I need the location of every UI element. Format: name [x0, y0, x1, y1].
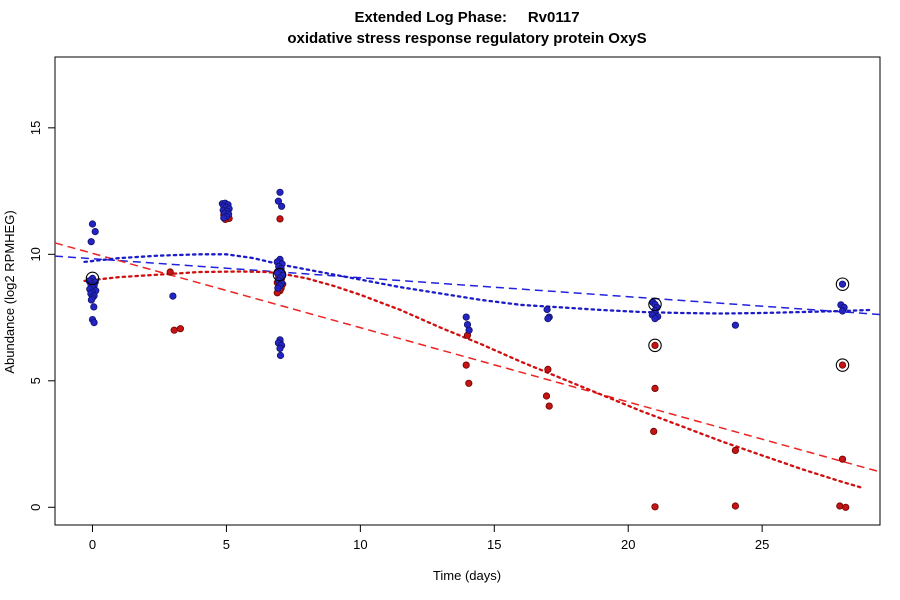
blue-data-point	[169, 292, 177, 300]
smooth-fit-curves	[83, 253, 871, 490]
blue-data-point	[88, 220, 97, 228]
red-data-point	[542, 392, 551, 400]
blue-data-point	[465, 326, 473, 334]
red-data-point	[462, 361, 470, 369]
y-axis-label: Abundance (log2 RPMHEG)	[2, 210, 17, 373]
highlight-circle	[648, 338, 662, 353]
blue-data-point	[87, 238, 95, 246]
red-data-point	[651, 384, 659, 392]
y-tick-label: 15	[28, 121, 43, 135]
highlight-circle	[835, 358, 850, 372]
red-data-point	[836, 502, 844, 510]
red-data-point	[842, 503, 850, 511]
blue-linear-fit	[54, 255, 881, 316]
blue-data-point	[462, 313, 470, 321]
x-tick-label: 5	[223, 537, 230, 552]
chart-title: Extended Log Phase: Rv0117	[354, 9, 579, 26]
red-data-point	[544, 365, 552, 373]
blue-data-point	[274, 197, 282, 205]
y-tick-label: 10	[28, 247, 43, 261]
highlight-circle	[835, 277, 850, 291]
blue-data-point	[220, 214, 228, 222]
blue-data-point	[838, 307, 847, 315]
linear-fit-lines	[54, 242, 881, 473]
x-axis-label: Time (days)	[433, 568, 501, 583]
red-data-point	[176, 325, 184, 333]
red-data-point	[465, 379, 473, 387]
highlight-circle	[85, 271, 100, 286]
red-data-point	[838, 455, 847, 463]
red-linear-fit	[54, 242, 881, 473]
x-tick-label: 20	[621, 537, 635, 552]
axes: 0 5 10 15 20 25 0 5 10 15	[28, 56, 881, 552]
red-data-point	[276, 215, 284, 223]
red-data-point	[545, 402, 553, 410]
blue-data-point	[90, 303, 98, 311]
data-points	[85, 188, 850, 511]
red-data-point	[170, 326, 178, 334]
blue-data-point	[731, 321, 740, 329]
blue-data-point	[277, 202, 286, 210]
blue-data-point	[276, 188, 284, 196]
y-tick-label: 0	[28, 504, 43, 511]
blue-smooth-fit	[83, 253, 871, 315]
blue-data-point	[651, 314, 659, 323]
red-data-point	[731, 502, 740, 510]
blue-data-point	[91, 228, 99, 236]
blue-data-point	[838, 280, 847, 288]
blue-data-point	[87, 296, 96, 304]
red-data-point	[731, 446, 740, 454]
blue-data-point	[543, 305, 551, 314]
x-tick-label: 0	[89, 537, 96, 552]
x-tick-label: 25	[755, 537, 769, 552]
circled-point-markers	[85, 267, 850, 372]
y-tick-label: 5	[28, 377, 43, 384]
x-tick-label: 10	[353, 537, 367, 552]
highlight-circle	[272, 267, 287, 282]
blue-data-point	[90, 318, 98, 327]
red-data-point	[838, 361, 847, 369]
highlight-circle	[648, 297, 662, 312]
x-tick-label: 15	[487, 537, 501, 552]
red-data-point	[650, 427, 658, 435]
blue-data-point	[276, 344, 284, 352]
red-smooth-fit	[83, 270, 866, 490]
chart-subtitle: oxidative stress response regulatory pro…	[287, 30, 646, 47]
red-data-point	[166, 268, 174, 276]
blue-data-point	[544, 314, 552, 323]
blue-data-point	[274, 284, 282, 292]
blue-data-point	[276, 351, 285, 360]
red-data-point	[651, 341, 659, 349]
red-data-point	[651, 503, 659, 511]
